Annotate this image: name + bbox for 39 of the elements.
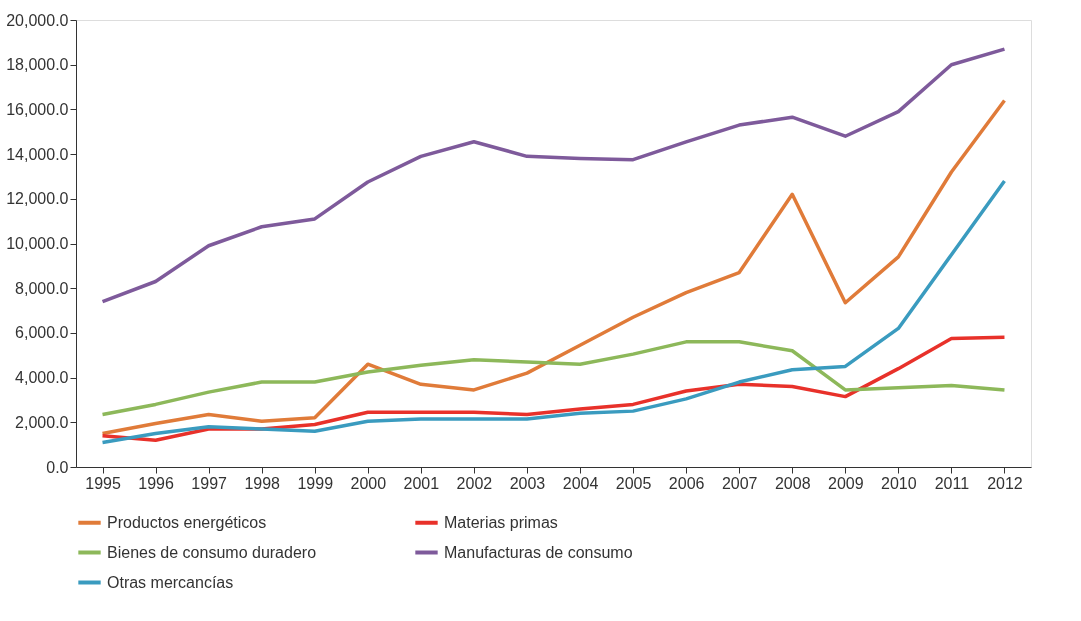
x-tick-label: 1995 bbox=[85, 474, 121, 492]
x-tick-label: 2005 bbox=[615, 474, 652, 492]
y-tick-label: 20,000.0 bbox=[6, 11, 69, 29]
legend-label: Manufacturas de consumo bbox=[444, 543, 633, 561]
x-tick-label: 2008 bbox=[774, 474, 811, 492]
y-tick-label: 10,000.0 bbox=[6, 235, 69, 252]
x-tick-label: 1996 bbox=[138, 474, 174, 492]
line-series bbox=[100, 335, 1007, 442]
x-tick-label: 2001 bbox=[403, 474, 440, 492]
y-tick-label: 4,000.0 bbox=[15, 369, 69, 387]
x-tick-label: 2003 bbox=[509, 474, 546, 492]
x-tick-label: 2010 bbox=[881, 474, 917, 492]
y-tick-label: 6,000.0 bbox=[15, 324, 69, 342]
x-tick-label: 2007 bbox=[721, 474, 758, 492]
legend-label: Productos energéticos bbox=[107, 513, 267, 531]
y-tick-label: 12,000.0 bbox=[6, 190, 69, 208]
x-tick-label: 2006 bbox=[668, 474, 705, 492]
line-series bbox=[100, 47, 1007, 304]
x-tick-label: 2002 bbox=[456, 474, 493, 492]
y-tick-label: 8,000.0 bbox=[15, 279, 69, 297]
x-tick-label: 2012 bbox=[987, 474, 1023, 492]
legend-label: Bienes de consumo duradero bbox=[107, 543, 317, 561]
x-tick-label: 1999 bbox=[297, 474, 334, 492]
y-tick-label: 16,000.0 bbox=[6, 100, 69, 118]
y-tick-label: 18,000.0 bbox=[6, 56, 69, 74]
x-tick-label: 2000 bbox=[350, 474, 387, 492]
y-tick-label: 0.0 bbox=[46, 458, 69, 476]
x-tick-label: 1998 bbox=[244, 474, 281, 492]
legend-label: Materias primas bbox=[444, 513, 558, 531]
x-tick-label: 2011 bbox=[934, 474, 970, 492]
x-tick-label: 1997 bbox=[191, 474, 228, 492]
x-tick-label: 2004 bbox=[562, 474, 599, 492]
y-tick-label: 14,000.0 bbox=[6, 145, 69, 163]
line-series bbox=[100, 98, 1007, 436]
line-series bbox=[100, 340, 1007, 417]
y-tick-label: 2,000.0 bbox=[15, 413, 69, 431]
line-series bbox=[100, 179, 1007, 445]
legend-label: Otras mercancías bbox=[107, 573, 234, 591]
x-tick-label: 2009 bbox=[828, 474, 864, 492]
